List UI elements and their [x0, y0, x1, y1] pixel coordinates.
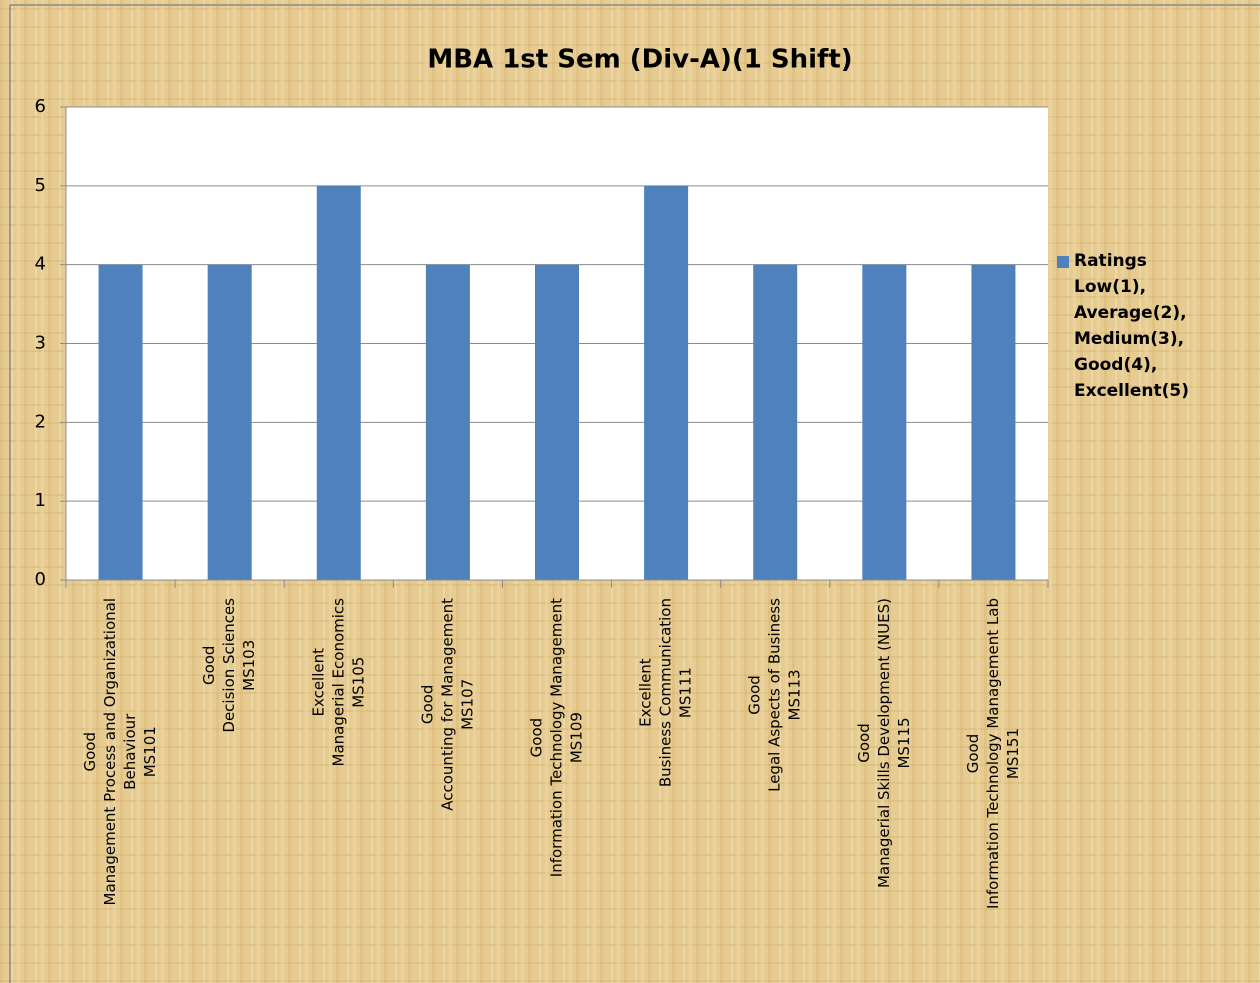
- x-tick-label: Good: [81, 732, 99, 772]
- x-tick-label: MS101: [141, 726, 159, 777]
- y-tick-label: 2: [35, 411, 46, 432]
- x-tick-label: Information Technology Management: [548, 598, 566, 877]
- y-tick-label: 6: [35, 96, 46, 117]
- y-tick-label: 4: [35, 254, 46, 275]
- bar: [862, 264, 907, 580]
- bar: [971, 264, 1016, 580]
- x-tick-label: MS151: [1004, 728, 1022, 779]
- x-tick-label: Good: [855, 723, 873, 763]
- x-tick-label: Good: [964, 734, 982, 774]
- x-tick-label: Managerial Economics: [329, 598, 347, 767]
- x-tick-label: Behaviour: [121, 713, 139, 790]
- x-tick-label: MS113: [786, 669, 804, 720]
- x-tick-label: Good: [418, 685, 436, 725]
- x-tick-label: Excellent: [637, 658, 655, 727]
- x-tick-label: MS115: [895, 717, 913, 768]
- chart-title: MBA 1st Sem (Div-A)(1 Shift): [427, 45, 852, 75]
- legend: Ratings Low(1), Average(2), Medium(3), G…: [1074, 251, 1189, 401]
- x-tick-label: Management Process and Organizational: [101, 598, 119, 906]
- x-tick-label: MS105: [349, 657, 367, 708]
- x-tick-label: Information Technology Management Lab: [984, 598, 1002, 909]
- x-tick-label: Good: [746, 675, 764, 715]
- bar: [425, 264, 470, 580]
- x-tick-label: MS109: [568, 712, 586, 763]
- bar: [644, 185, 689, 581]
- x-tick-label: Excellent: [309, 648, 327, 717]
- x-tick-label: Managerial Skills Development (NUES): [875, 598, 893, 888]
- x-tick-label: Good: [528, 718, 546, 758]
- legend-swatch: [1057, 256, 1069, 268]
- y-tick-label: 0: [35, 569, 46, 590]
- x-tick-label: Business Communication: [657, 598, 675, 787]
- bar: [207, 264, 252, 580]
- legend-label: Ratings Low(1), Average(2), Medium(3), G…: [1074, 251, 1189, 401]
- bar: [753, 264, 798, 580]
- x-tick-label: Good: [200, 646, 218, 686]
- x-tick-label: MS107: [458, 679, 476, 730]
- bar: [98, 264, 143, 580]
- x-tick-label: Legal Aspects of Business: [766, 598, 784, 792]
- x-tick-label: Accounting for Management: [438, 598, 456, 811]
- bar: [316, 185, 361, 581]
- x-tick-label: MS103: [240, 640, 258, 691]
- bar: [535, 264, 579, 580]
- y-tick-label: 5: [35, 175, 46, 196]
- x-tick-label: Decision Sciences: [220, 598, 238, 733]
- x-tick-label: MS111: [677, 667, 695, 718]
- y-tick-label: 3: [35, 333, 46, 354]
- y-tick-label: 1: [35, 490, 46, 511]
